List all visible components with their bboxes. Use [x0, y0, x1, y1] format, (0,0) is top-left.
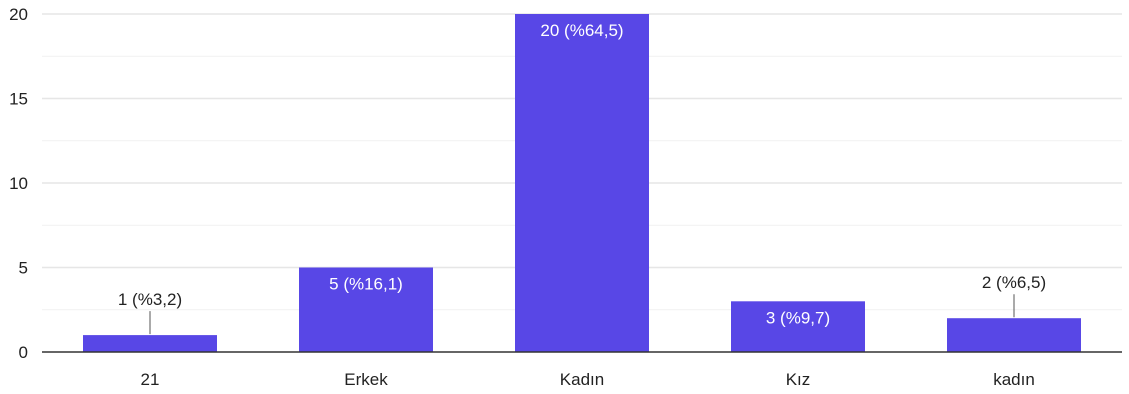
data-label: 3 (%9,7) — [766, 308, 830, 327]
y-tick-label: 5 — [19, 259, 28, 278]
data-label: 1 (%3,2) — [118, 290, 182, 309]
y-tick-label: 20 — [9, 5, 28, 24]
bar-kadın[interactable] — [515, 14, 649, 352]
data-label: 2 (%6,5) — [982, 273, 1046, 292]
x-category-label: 21 — [141, 370, 160, 389]
data-label: 20 (%64,5) — [540, 21, 623, 40]
bar-kız[interactable] — [731, 301, 865, 352]
y-tick-label: 0 — [19, 343, 28, 362]
y-tick-label: 10 — [9, 174, 28, 193]
x-category-label: Kız — [786, 370, 811, 389]
y-tick-label: 15 — [9, 90, 28, 109]
x-category-label: kadın — [993, 370, 1035, 389]
bar-21[interactable] — [83, 335, 217, 352]
x-category-label: Erkek — [344, 370, 388, 389]
data-label: 5 (%16,1) — [329, 275, 403, 294]
x-category-label: Kadın — [560, 370, 604, 389]
bar-erkek[interactable] — [299, 267, 433, 353]
bar-kadın[interactable] — [947, 318, 1081, 352]
